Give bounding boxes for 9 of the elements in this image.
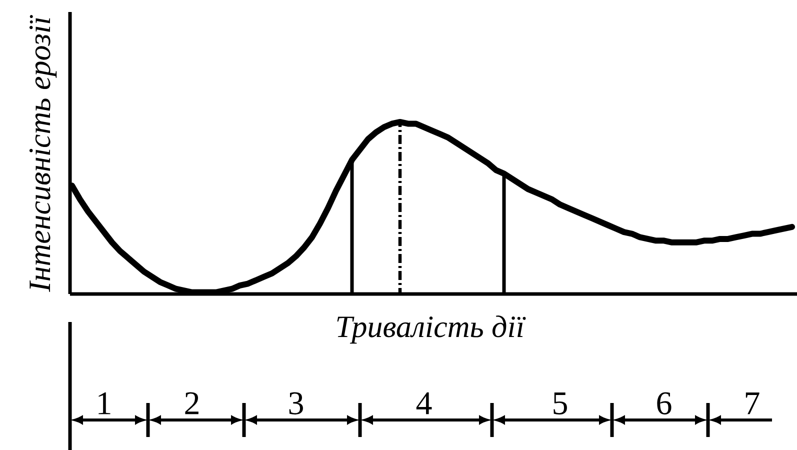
x-tick-label: 3: [289, 392, 303, 414]
x-tick-label: 2: [185, 392, 198, 414]
x-tick-label: 6: [657, 392, 672, 414]
x-tick-label: 4: [416, 392, 432, 414]
x-tick-label: 7: [746, 392, 760, 414]
x-axis-title: Тривалість дії: [337, 315, 526, 344]
x-tick-label: 1: [98, 392, 110, 414]
x-tick-label: 5: [554, 392, 567, 414]
y-axis-title: Інтенсивність ерозії: [29, 15, 57, 292]
